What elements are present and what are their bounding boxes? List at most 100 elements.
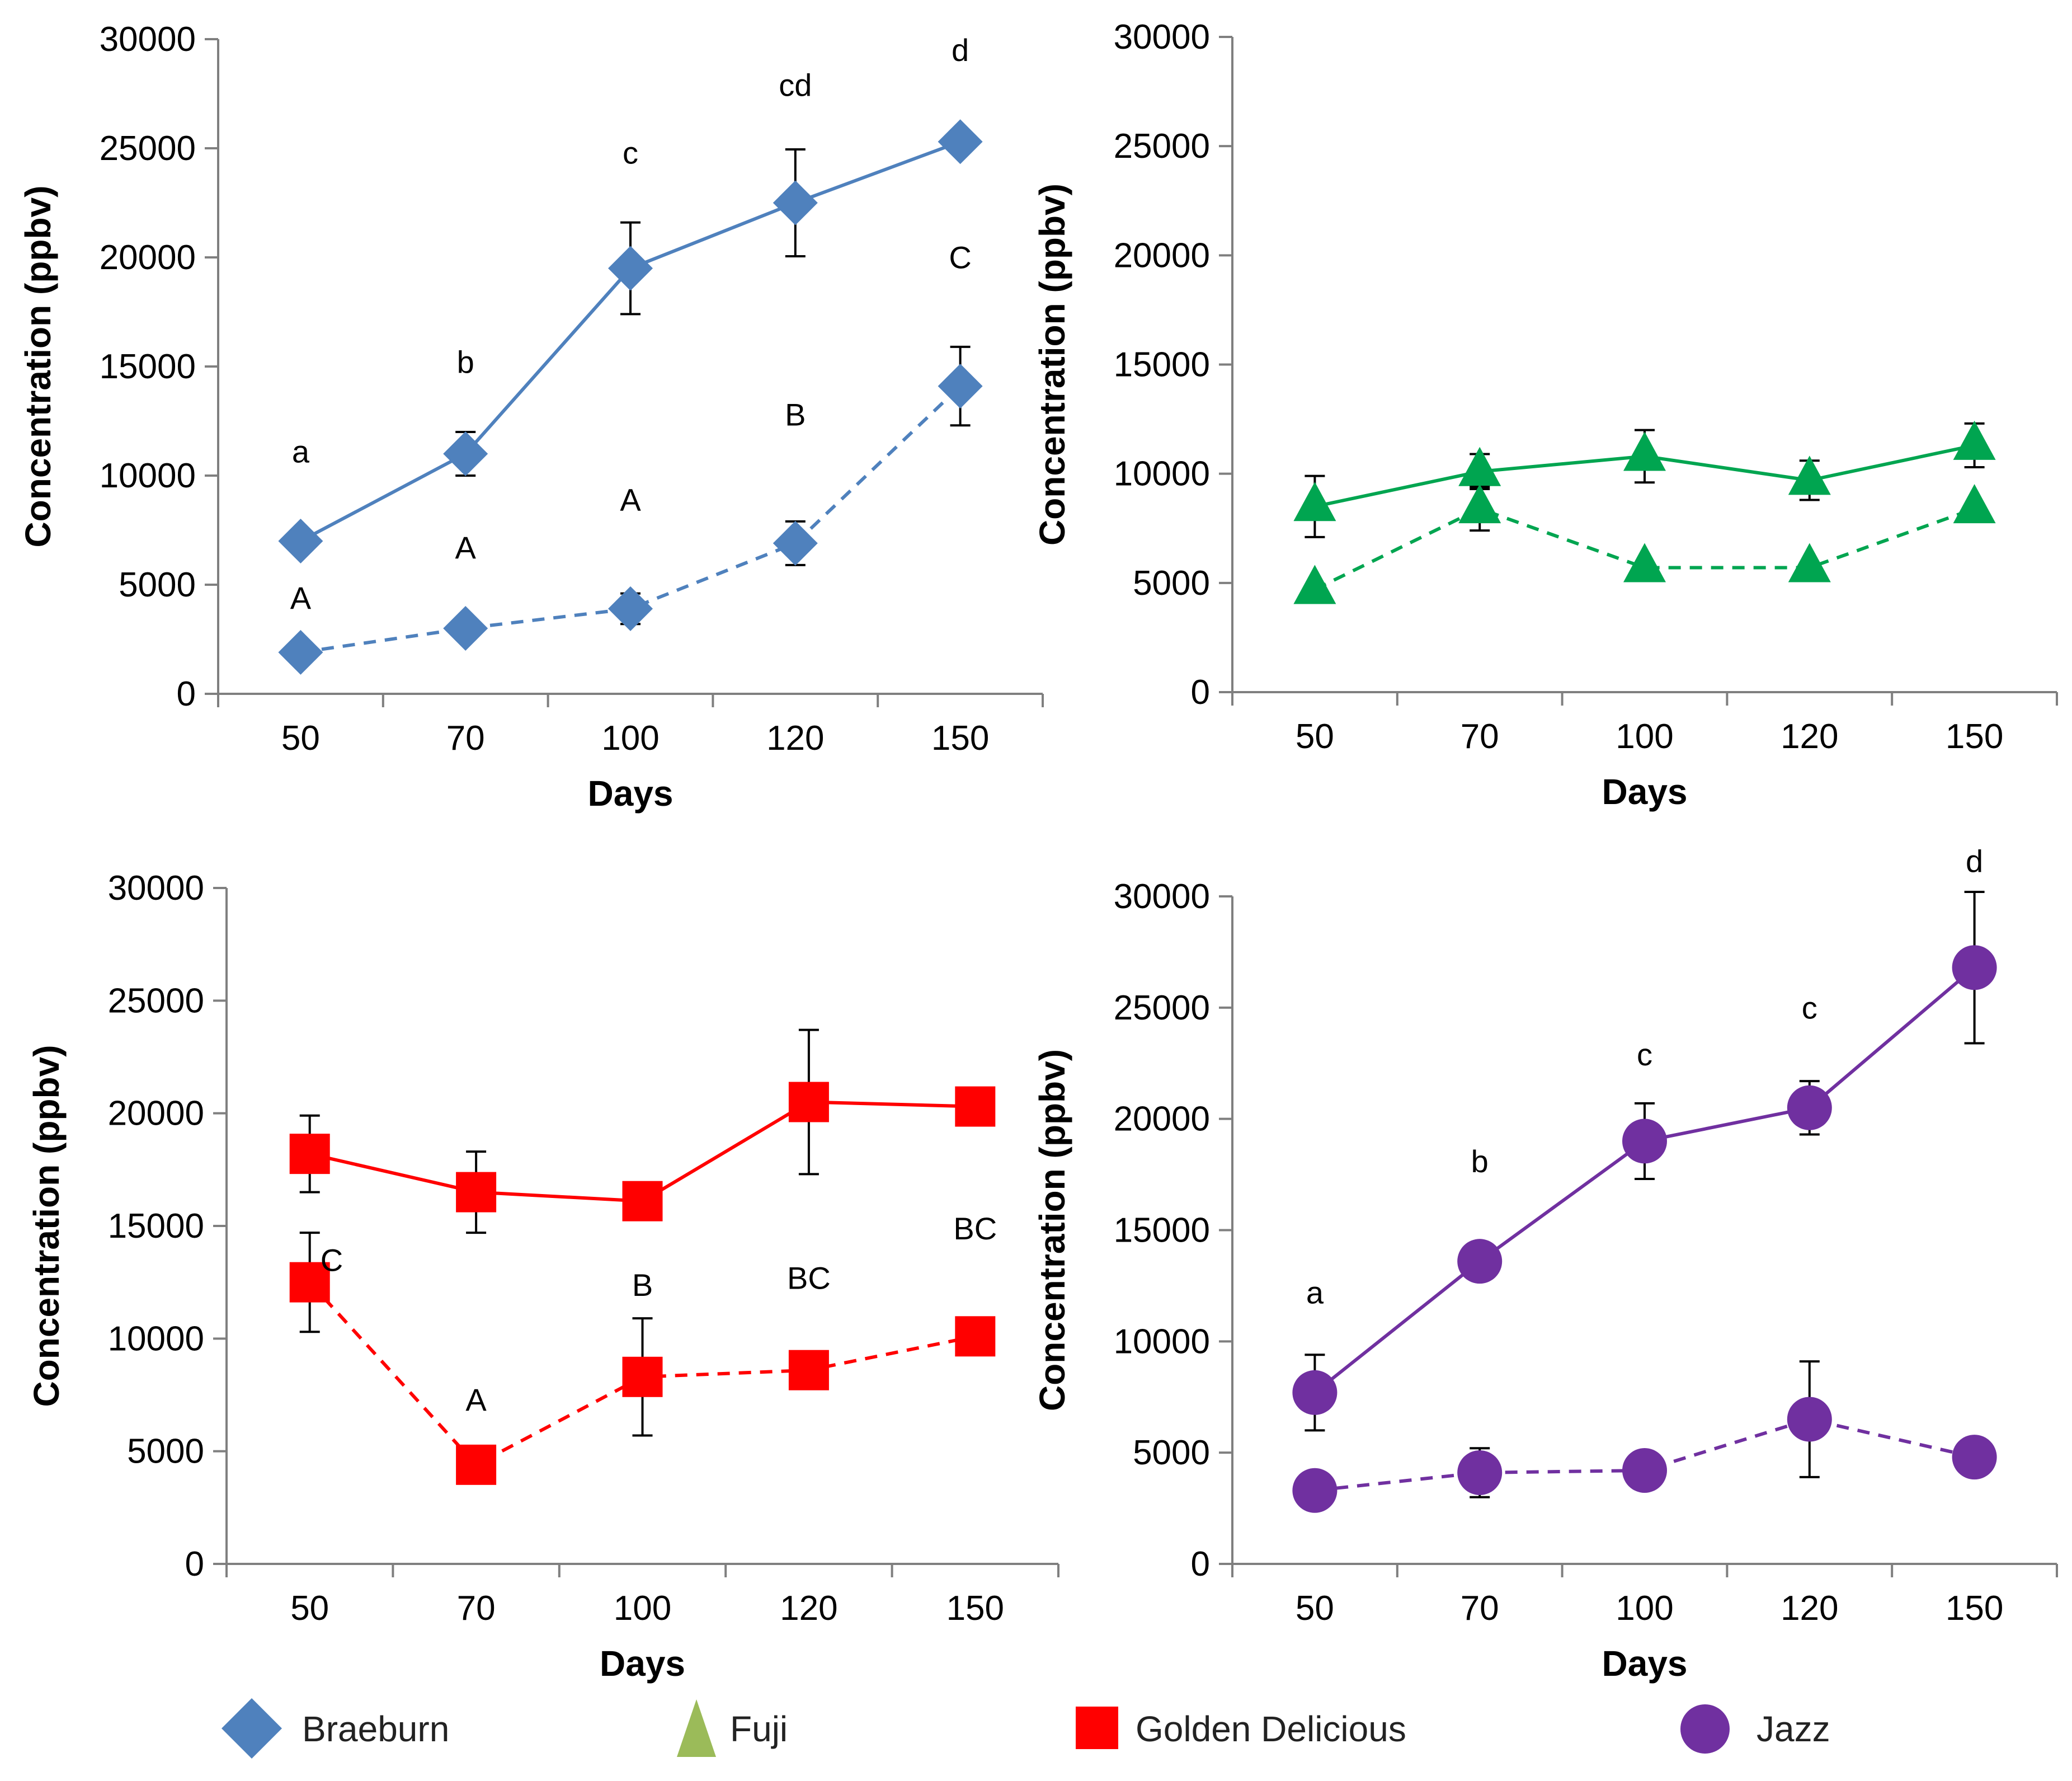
x-tick-label: 120 — [1781, 717, 1838, 756]
y-tick-label: 30000 — [1114, 18, 1210, 57]
data-point — [1292, 1468, 1338, 1513]
y-tick-label: 25000 — [100, 129, 196, 168]
data-point — [788, 1350, 829, 1390]
series-dashed — [289, 1232, 996, 1485]
y-axis-title: Concentration (ppbv) — [1032, 184, 1072, 546]
data-point — [1952, 1435, 1997, 1480]
series-line — [300, 384, 962, 654]
legend-marker-jazz — [1680, 1704, 1730, 1754]
x-tick-label: 150 — [1946, 717, 2003, 756]
data-point — [773, 520, 818, 566]
data-point — [1623, 543, 1666, 582]
significance-label: A — [455, 530, 477, 565]
y-tick-label: 0 — [1191, 673, 1210, 712]
data-point — [1952, 945, 1997, 990]
y-axis-title: Concentration (ppbv) — [1032, 1049, 1072, 1411]
y-tick-label: 20000 — [100, 238, 196, 277]
significance-label: cd — [779, 67, 812, 102]
x-tick-label: 50 — [1296, 1589, 1334, 1628]
x-tick-label: 150 — [931, 719, 989, 758]
y-axis-title: Concentration (ppbv) — [26, 1045, 67, 1407]
x-tick-label: 150 — [946, 1589, 1004, 1628]
x-tick-label: 50 — [1296, 717, 1334, 756]
y-tick-label: 0 — [1191, 1545, 1210, 1583]
data-point — [456, 1444, 497, 1485]
y-tick-label: 5000 — [1133, 564, 1210, 603]
significance-label: c — [623, 135, 638, 170]
y-tick-label: 15000 — [100, 347, 196, 386]
x-tick-label: 70 — [1461, 1589, 1499, 1628]
significance-label: A — [290, 580, 312, 615]
legend-label-fuji: Fuji — [730, 1709, 788, 1749]
significance-label: A — [465, 1382, 487, 1417]
legend-marker-fuji — [677, 1699, 716, 1757]
legend-label-golden-delicious: Golden Delicious — [1136, 1709, 1406, 1749]
y-tick-label: 15000 — [108, 1207, 204, 1246]
x-tick-label: 120 — [1781, 1589, 1838, 1628]
x-tick-label: 150 — [1946, 1589, 2003, 1628]
series-dashed — [1292, 1360, 1997, 1513]
y-tick-label: 10000 — [108, 1319, 204, 1358]
chart-panel-jazz: 0 5000 10000 15000 20000 25000 30000 50 70 100 120… — [1032, 843, 2058, 1684]
data-point — [938, 364, 983, 409]
y-tick-label: 30000 — [108, 869, 204, 908]
x-tick-label: 100 — [1616, 717, 1673, 756]
significance-label: d — [1966, 843, 1983, 878]
data-point — [773, 180, 818, 225]
data-point — [1787, 1085, 1832, 1130]
data-point — [1457, 1450, 1503, 1495]
data-point — [1458, 447, 1501, 486]
data-point — [456, 1172, 497, 1213]
x-tick-label: 50 — [290, 1589, 329, 1628]
series-dashed — [1293, 484, 1996, 604]
y-tick-label: 15000 — [1114, 346, 1210, 384]
significance-label: BC — [787, 1261, 831, 1296]
data-point — [289, 1262, 330, 1303]
series-solid — [289, 1028, 996, 1234]
data-point — [1292, 1370, 1338, 1415]
x-tick-label: 70 — [446, 719, 485, 758]
y-tick-label: 20000 — [1114, 236, 1210, 275]
y-tick-label: 10000 — [1114, 455, 1210, 494]
data-point — [788, 1082, 829, 1122]
data-point — [622, 1356, 663, 1397]
data-point — [622, 1181, 663, 1221]
x-axis-title: Days — [600, 1643, 685, 1684]
significance-label: c — [1637, 1037, 1652, 1072]
data-point — [278, 519, 323, 563]
data-point — [1953, 484, 1996, 524]
x-tick-label: 100 — [614, 1589, 671, 1628]
data-point — [1788, 455, 1831, 495]
data-point — [1293, 482, 1336, 521]
data-point — [1788, 543, 1831, 582]
data-point — [289, 1134, 330, 1174]
data-point — [278, 629, 323, 675]
x-axis-title: Days — [1602, 1643, 1688, 1684]
y-tick-label: 5000 — [119, 566, 196, 604]
significance-label: B — [785, 397, 806, 432]
significance-label: B — [632, 1267, 653, 1303]
data-point — [1457, 1239, 1503, 1284]
x-tick-label: 50 — [281, 719, 320, 758]
chart-panel-fuji: 0 5000 10000 15000 20000 25000 30000 50 70 100 120… — [1032, 18, 2058, 812]
y-tick-label: 25000 — [1114, 989, 1210, 1027]
y-tick-label: 10000 — [100, 457, 196, 495]
data-point — [1622, 1119, 1667, 1164]
y-tick-label: 30000 — [100, 20, 196, 59]
chart-panel-golden-delicious: 0 5000 10000 15000 20000 25000 30000 50 70 100 120… — [26, 869, 1059, 1684]
chart-panel-braeburn: 0 5000 10000 15000 20000 25000 30000 50 70 100 120… — [18, 20, 1044, 814]
data-point — [1293, 565, 1336, 604]
data-point — [955, 1086, 996, 1127]
legend-label-braeburn: Braeburn — [302, 1709, 449, 1749]
x-axis-title: Days — [1602, 772, 1688, 812]
significance-label: a — [1306, 1275, 1324, 1310]
data-point — [1458, 484, 1501, 524]
y-tick-label: 25000 — [1114, 127, 1210, 166]
y-tick-label: 0 — [185, 1545, 204, 1583]
legend-item-jazz: Jazz — [1680, 1704, 1830, 1754]
series-solid — [1293, 420, 1996, 538]
x-tick-label: 120 — [780, 1589, 837, 1628]
legend-marker-golden-delicious — [1076, 1707, 1118, 1749]
x-axis-title: Days — [588, 773, 674, 814]
